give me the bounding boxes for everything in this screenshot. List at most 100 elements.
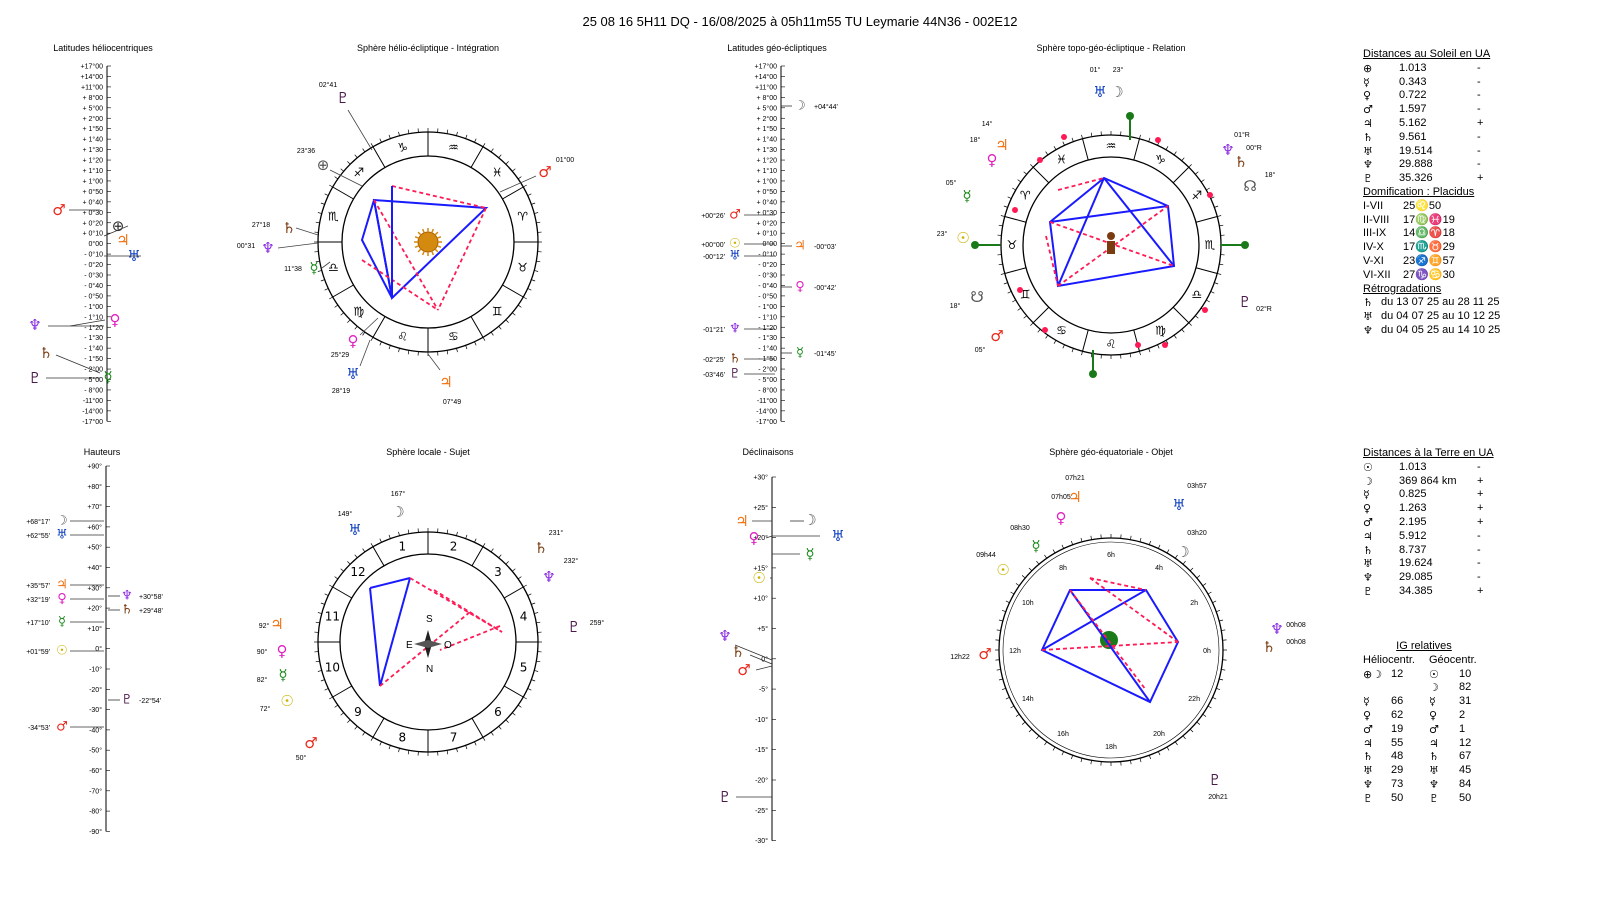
geo-lat-planet-icon: ♀ bbox=[795, 280, 805, 295]
declination-planet-icon: ☽ bbox=[803, 511, 816, 529]
degree-tick bbox=[512, 312, 516, 316]
tick-label: +50° bbox=[87, 544, 102, 552]
person-icon bbox=[1107, 232, 1115, 240]
planet-symbol-icon: ♀ bbox=[1363, 708, 1372, 722]
hour-label: 4h bbox=[1155, 565, 1163, 572]
degree-tick bbox=[1200, 179, 1205, 183]
sector-divider bbox=[471, 717, 484, 738]
sector-divider bbox=[502, 186, 524, 200]
trend-sign: - bbox=[1477, 529, 1481, 542]
tick-label: + 1°40 bbox=[82, 136, 103, 144]
aspect-line bbox=[369, 577, 411, 589]
tick-label: + 5°00 bbox=[82, 104, 103, 112]
degree-tick bbox=[1181, 329, 1185, 333]
aspect-line bbox=[1103, 177, 1175, 267]
retrogradation-row: ♅ du 04 07 25 au 10 12 25 bbox=[1363, 310, 1500, 324]
degree-tick bbox=[517, 576, 522, 580]
tick-label: -15° bbox=[755, 746, 768, 754]
tick-label: + 1°30 bbox=[756, 146, 777, 154]
sun-ray bbox=[421, 250, 425, 256]
sector-label: 7 bbox=[450, 731, 458, 745]
house-cusp-dot bbox=[1061, 134, 1067, 140]
local-planet-value: 149° bbox=[338, 510, 353, 518]
sector-label: ♒ bbox=[448, 140, 459, 154]
degree-tick bbox=[347, 161, 351, 165]
sector-divider bbox=[332, 284, 354, 298]
planet-symbol-icon: ☿ bbox=[1363, 488, 1370, 502]
aspect-line bbox=[439, 625, 501, 651]
planet-symbol-icon: ♇ bbox=[1363, 584, 1373, 598]
dist-earth-row: ♆ 29.085 - bbox=[1363, 571, 1497, 585]
degree-tick bbox=[1036, 560, 1040, 565]
degree-tick bbox=[388, 745, 391, 750]
ig-helio-value bbox=[1391, 681, 1429, 695]
sector-divider bbox=[470, 146, 484, 168]
sun-ray bbox=[431, 228, 435, 234]
hour-label: 10h bbox=[1022, 600, 1034, 607]
sector-divider bbox=[502, 284, 524, 298]
degree-tick bbox=[998, 678, 1003, 681]
tick-label: -90° bbox=[89, 828, 102, 836]
degree-tick bbox=[1165, 340, 1169, 344]
equat-planet-icon: ♇ bbox=[1208, 771, 1221, 789]
sun-ray bbox=[431, 250, 435, 256]
leader-line bbox=[499, 175, 537, 193]
degree-tick bbox=[1028, 567, 1033, 572]
degree-tick bbox=[1090, 132, 1093, 137]
leader-line bbox=[103, 225, 129, 237]
local-planet-value: 72° bbox=[260, 705, 271, 713]
height-value: +35°57' bbox=[26, 582, 50, 590]
degree-tick bbox=[527, 688, 532, 691]
tick-label: - 1°30 bbox=[84, 334, 103, 342]
planet-symbol-icon: ♃ bbox=[1363, 736, 1373, 750]
sector-label: ♏ bbox=[328, 210, 339, 224]
trend-sign: - bbox=[1477, 89, 1481, 102]
distance-value: 29.085 bbox=[1399, 571, 1433, 584]
tick-label: - 1°10 bbox=[84, 313, 103, 321]
topo-planet-icon: ♀ bbox=[987, 151, 998, 169]
local-planet-value: 232° bbox=[564, 557, 579, 565]
local-planet-icon: ♆ bbox=[542, 568, 555, 586]
house-cusp-dot bbox=[1037, 157, 1043, 163]
degree-tick bbox=[1010, 591, 1015, 595]
hour-label: 2h bbox=[1190, 600, 1198, 607]
degree-tick bbox=[998, 263, 1003, 266]
arrow-head-icon bbox=[1126, 112, 1134, 120]
planet-symbol-icon: ♂ bbox=[1363, 515, 1373, 529]
degree-tick bbox=[1158, 544, 1161, 549]
sector-divider bbox=[1195, 216, 1218, 223]
planet-symbol-icon: ☿ bbox=[1429, 695, 1436, 709]
aspect-line bbox=[433, 589, 503, 633]
degree-tick bbox=[1219, 619, 1224, 622]
degree-tick bbox=[465, 534, 468, 539]
topo-planet-icon: ♆ bbox=[1221, 141, 1234, 159]
equat-sphere-title: Sphère géo-équatoriale - Objet bbox=[1049, 447, 1173, 457]
planet-symbol-icon: ♇ bbox=[1363, 791, 1373, 805]
degree-tick bbox=[407, 129, 410, 134]
degree-tick bbox=[347, 319, 351, 323]
ig-helio-value: 73 bbox=[1391, 777, 1404, 790]
tick-label: +10° bbox=[87, 625, 102, 633]
degree-tick bbox=[1052, 746, 1056, 751]
height-value: +01°59' bbox=[26, 648, 50, 656]
sector-label: 4 bbox=[520, 609, 528, 623]
height-value: +30°58' bbox=[139, 593, 163, 601]
trend-sign: + bbox=[1477, 116, 1484, 129]
degree-tick bbox=[517, 176, 522, 180]
tick-label: + 1°10 bbox=[82, 167, 103, 175]
trend-sign: + bbox=[1477, 488, 1484, 501]
house-cusp-dot bbox=[1135, 342, 1141, 348]
house-pair: VI-XII bbox=[1363, 268, 1391, 281]
hour-label: 16h bbox=[1057, 731, 1069, 738]
height-planet-icon: ♃ bbox=[56, 578, 68, 593]
ig-geo-value: 50 bbox=[1459, 791, 1472, 804]
degree-tick bbox=[1210, 291, 1215, 294]
tick-label: + 0°30 bbox=[756, 209, 777, 217]
aspect-line bbox=[369, 587, 381, 687]
tick-label: + 1°50 bbox=[756, 125, 777, 133]
degree-tick bbox=[1023, 171, 1027, 175]
degree-tick bbox=[370, 337, 374, 341]
planet-symbol-icon: ♇ bbox=[1429, 791, 1439, 805]
degree-tick bbox=[334, 304, 339, 308]
